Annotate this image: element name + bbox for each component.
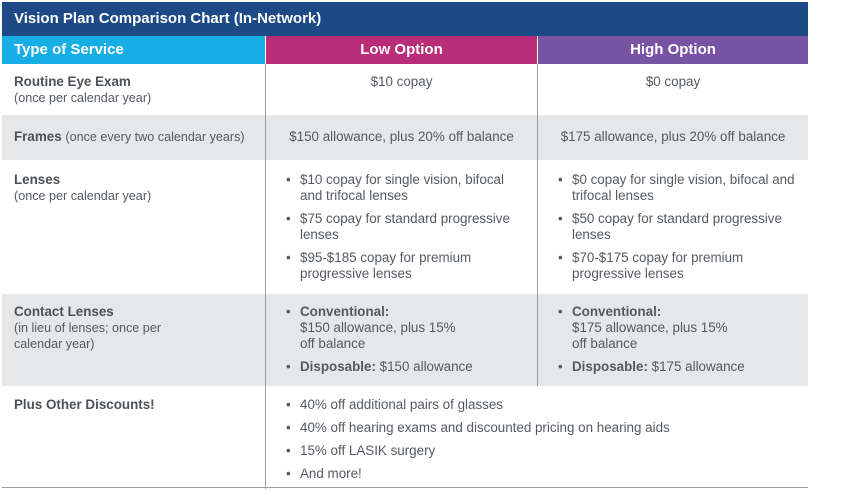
high-option-cell: $0 copay for single vision, bifocal and … <box>537 160 808 294</box>
list-item: $95-$185 copay for premium progressive l… <box>286 250 525 282</box>
header-type-of-service: Type of Service <box>2 36 265 64</box>
high-lenses-list: $0 copay for single vision, bifocal and … <box>558 172 798 282</box>
low-option-cell: $10 copay <box>265 64 537 115</box>
high-option-cell: Conventional: $175 allowance, plus 15% o… <box>537 294 808 386</box>
list-item: Conventional: $175 allowance, plus 15% o… <box>558 304 798 352</box>
list-item: $50 copay for standard progressive lense… <box>558 211 798 243</box>
service-cell: Routine Eye Exam (once per calendar year… <box>2 64 265 115</box>
service-cell: Frames (once every two calendar years) <box>2 115 265 160</box>
row-lenses: Lenses (once per calendar year) $10 copa… <box>2 160 808 294</box>
service-name: Lenses <box>14 172 61 187</box>
service-frequency: (once per calendar year) <box>14 91 152 105</box>
disposable-value: $175 allowance <box>651 359 745 374</box>
list-item: 40% off additional pairs of glasses <box>286 397 798 413</box>
low-lenses-list: $10 copay for single vision, bifocal and… <box>286 172 525 282</box>
low-option-cell: $10 copay for single vision, bifocal and… <box>265 160 537 294</box>
list-item: 15% off LASIK surgery <box>286 443 798 459</box>
conventional-value: $175 allowance, plus 15% off balance <box>572 320 728 351</box>
service-cell: Lenses (once per calendar year) <box>2 160 265 294</box>
low-option-cell: Conventional: $150 allowance, plus 15% o… <box>265 294 537 386</box>
list-item: And more! <box>286 466 798 482</box>
service-cell: Plus Other Discounts! <box>2 386 265 489</box>
service-cell: Contact Lenses (in lieu of lenses; once … <box>2 294 265 386</box>
chart-title: Vision Plan Comparison Chart (In-Network… <box>2 2 808 36</box>
table-bottom-border <box>2 487 808 488</box>
service-name: Contact Lenses <box>14 304 114 319</box>
low-option-cell: $150 allowance, plus 20% off balance <box>265 115 537 160</box>
row-contact-lenses: Contact Lenses (in lieu of lenses; once … <box>2 294 808 386</box>
row-other-discounts: Plus Other Discounts! 40% off additional… <box>2 386 808 489</box>
high-option-cell: $0 copay <box>537 64 808 115</box>
list-item: $75 copay for standard progressive lense… <box>286 211 525 243</box>
row-frames: Frames (once every two calendar years) $… <box>2 115 808 160</box>
list-item: Disposable: $150 allowance <box>286 359 525 375</box>
list-item: $0 copay for single vision, bifocal and … <box>558 172 798 204</box>
high-value: $175 allowance, plus 20% off balance <box>560 129 786 144</box>
service-name: Plus Other Discounts! <box>14 397 155 412</box>
conventional-label: Conventional: <box>300 304 390 319</box>
disposable-label: Disposable: <box>300 359 376 374</box>
disposable-label: Disposable: <box>572 359 648 374</box>
low-value: $150 allowance, plus 20% off balance <box>289 129 514 144</box>
conventional-label: Conventional: <box>572 304 662 319</box>
list-item: Disposable: $175 allowance <box>558 359 798 375</box>
vision-plan-chart: Vision Plan Comparison Chart (In-Network… <box>2 2 808 489</box>
header-high-option: High Option <box>537 36 808 64</box>
row-eye-exam: Routine Eye Exam (once per calendar year… <box>2 64 808 115</box>
service-name: Frames <box>14 129 62 144</box>
high-value: $0 copay <box>645 74 701 89</box>
high-contacts-list: Conventional: $175 allowance, plus 15% o… <box>558 304 798 375</box>
list-item: 40% off hearing exams and discounted pri… <box>286 420 798 436</box>
disposable-value: $150 allowance <box>379 359 473 374</box>
high-option-cell: $175 allowance, plus 20% off balance <box>537 115 808 160</box>
low-value: $10 copay <box>370 74 433 89</box>
service-frequency: (once every two calendar years) <box>65 130 245 144</box>
list-item: $70-$175 copay for premium progressive l… <box>558 250 798 282</box>
service-frequency: (in lieu of lenses; once per calendar ye… <box>14 321 162 351</box>
discounts-list: 40% off additional pairs of glasses 40% … <box>286 397 798 482</box>
list-item: Conventional: $150 allowance, plus 15% o… <box>286 304 525 352</box>
list-item: $10 copay for single vision, bifocal and… <box>286 172 525 204</box>
header-row: Type of Service Low Option High Option <box>2 36 808 64</box>
low-contacts-list: Conventional: $150 allowance, plus 15% o… <box>286 304 525 375</box>
conventional-value: $150 allowance, plus 15% off balance <box>300 320 456 351</box>
service-frequency: (once per calendar year) <box>14 189 152 203</box>
discounts-cell: 40% off additional pairs of glasses 40% … <box>265 386 808 489</box>
service-name: Routine Eye Exam <box>14 74 131 89</box>
header-low-option: Low Option <box>265 36 537 64</box>
